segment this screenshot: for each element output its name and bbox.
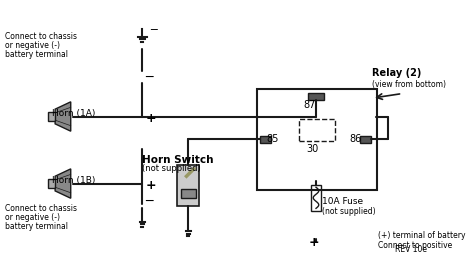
Text: battery terminal: battery terminal bbox=[5, 50, 68, 60]
Text: (not supplied): (not supplied) bbox=[142, 164, 201, 173]
Text: 86: 86 bbox=[349, 135, 361, 144]
Bar bbox=[48, 179, 55, 188]
Text: ─: ─ bbox=[150, 24, 156, 34]
Text: or negative (-): or negative (-) bbox=[5, 213, 60, 222]
Bar bbox=[360, 136, 371, 143]
Text: 30: 30 bbox=[306, 144, 319, 154]
Text: 87: 87 bbox=[303, 100, 316, 111]
Text: (view from bottom): (view from bottom) bbox=[372, 80, 446, 89]
Text: +: + bbox=[309, 236, 319, 249]
Text: ─: ─ bbox=[145, 70, 153, 84]
Text: Relay (2): Relay (2) bbox=[372, 68, 421, 78]
Polygon shape bbox=[55, 102, 71, 131]
Text: +: + bbox=[145, 179, 156, 192]
Text: ─: ─ bbox=[145, 195, 153, 207]
Text: +: + bbox=[145, 112, 156, 125]
Text: Horn (1A): Horn (1A) bbox=[52, 109, 96, 118]
Text: or negative (-): or negative (-) bbox=[5, 41, 60, 50]
Text: (not supplied): (not supplied) bbox=[321, 207, 375, 216]
Text: (+) terminal of battery: (+) terminal of battery bbox=[378, 231, 466, 240]
Text: 10A Fuse: 10A Fuse bbox=[321, 197, 363, 206]
Text: Connect to chassis: Connect to chassis bbox=[5, 204, 77, 213]
Bar bbox=[311, 185, 320, 211]
Bar bbox=[181, 189, 196, 198]
Polygon shape bbox=[55, 169, 71, 198]
Bar bbox=[260, 136, 271, 143]
Text: Connect to positive: Connect to positive bbox=[378, 241, 453, 250]
Text: Horn Switch: Horn Switch bbox=[142, 155, 214, 165]
Text: REV 10e: REV 10e bbox=[395, 245, 427, 254]
Text: Horn (1B): Horn (1B) bbox=[52, 176, 96, 185]
Bar bbox=[299, 119, 335, 141]
Bar bbox=[308, 93, 324, 100]
Bar bbox=[257, 89, 377, 190]
Text: Connect to chassis: Connect to chassis bbox=[5, 32, 77, 41]
Text: battery terminal: battery terminal bbox=[5, 222, 68, 231]
Bar bbox=[48, 112, 55, 121]
Text: 85: 85 bbox=[266, 135, 279, 144]
Bar bbox=[177, 165, 200, 206]
